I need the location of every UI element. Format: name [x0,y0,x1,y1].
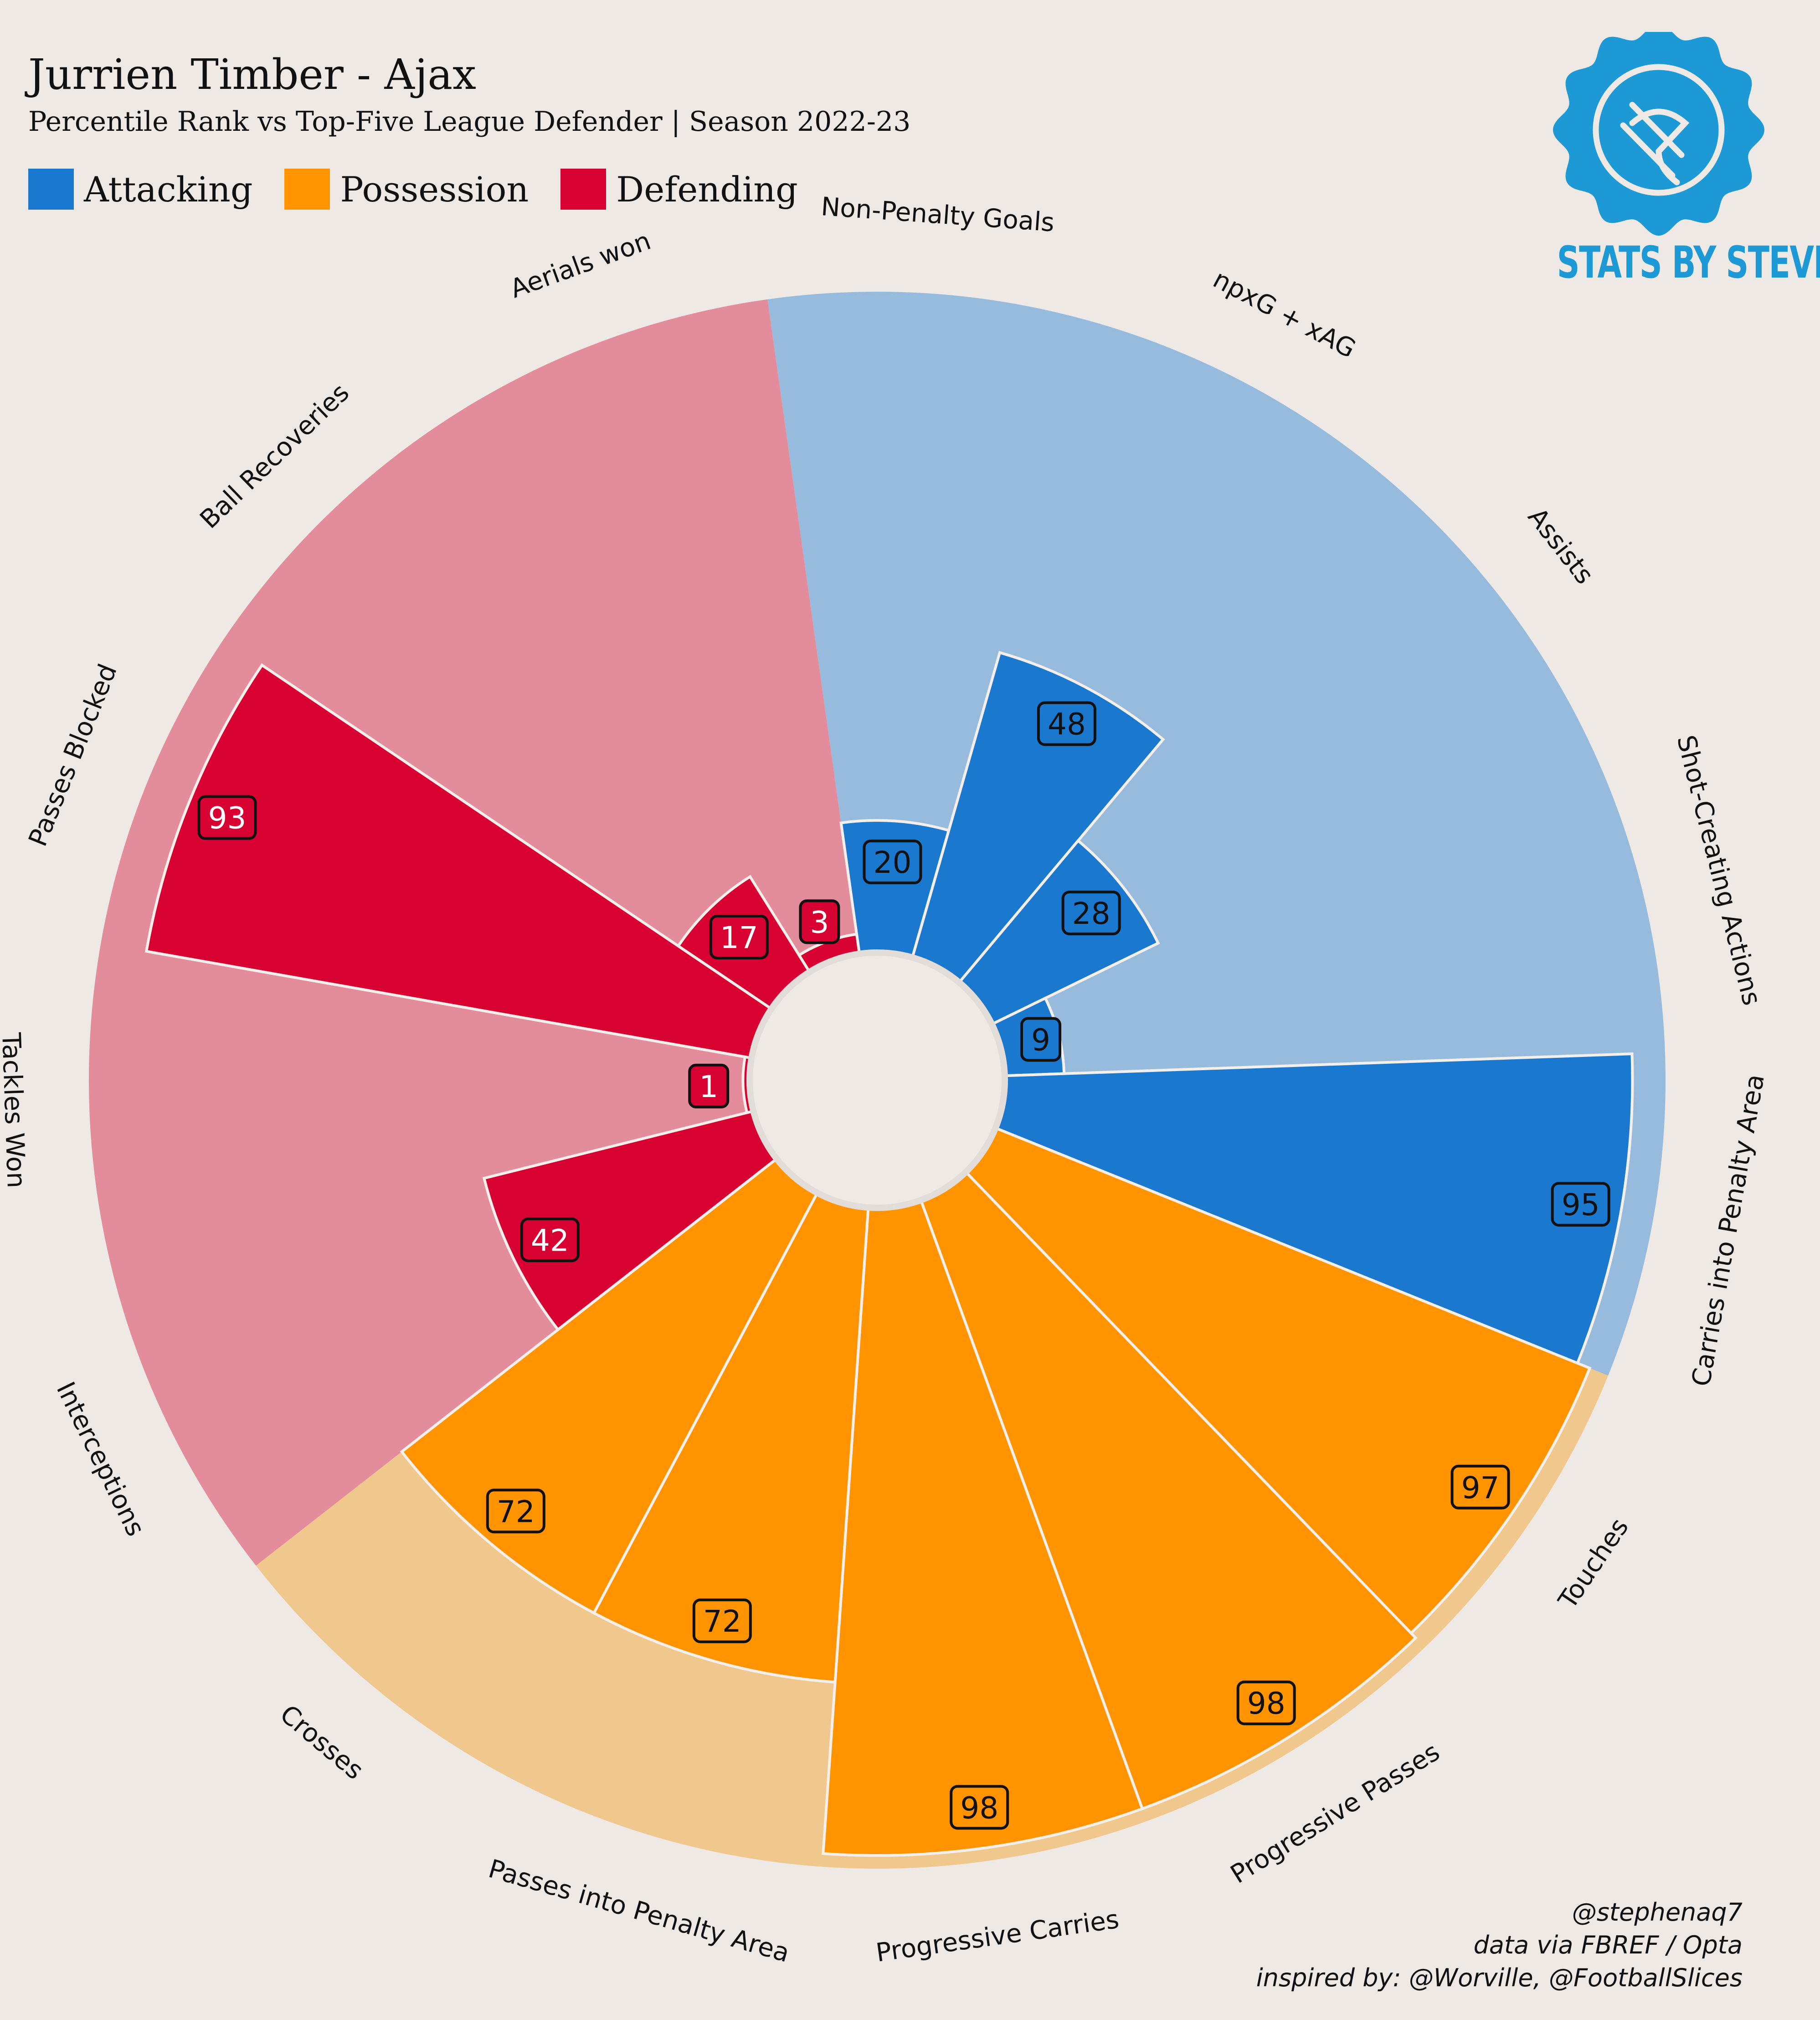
chart-subtitle: Percentile Rank vs Top-Five League Defen… [28,106,911,138]
logo-mark [1593,64,1725,196]
value-label-text: 42 [531,1223,569,1258]
value-label-progressive-passes: 98 [1236,1680,1296,1726]
value-label-box [950,1785,1009,1830]
category-label-carries-into-penalty-area: Carries into Penalty Area [1686,1072,1771,1389]
value-label-shot-creating-actions: 9 [1020,1017,1062,1062]
value-label-box [486,1489,545,1534]
value-label-text: 20 [873,845,911,880]
value-label-text: 72 [703,1604,741,1639]
value-label-ball-recoveries: 17 [709,915,769,960]
value-label-text: 98 [960,1790,998,1825]
value-label-crosses: 72 [486,1489,545,1534]
value-label-text: 48 [1048,707,1086,742]
value-label-box [799,899,840,944]
value-label-tackles-won: 1 [688,1063,730,1108]
value-label-non-penalty-goals: 20 [863,840,922,885]
category-label-npxg-xag: npxG + xAG [1208,264,1360,364]
legend-swatch-defending [560,169,607,210]
value-label-box [709,915,769,960]
legend-item-possession: Possession [284,169,529,210]
legend-item-attacking: Attacking [28,169,252,210]
value-label-text: 9 [1031,1022,1050,1057]
value-label-box [1020,1017,1062,1062]
center-hole [746,949,1008,1211]
category-label-touches: Touches [1553,1513,1635,1614]
legend: Attacking Possession Defending [28,169,798,210]
value-label-text: 97 [1461,1470,1500,1505]
value-label-box [1037,701,1096,746]
value-label-progressive-carries: 98 [950,1785,1009,1830]
value-label-box [1551,1182,1610,1227]
value-label-box [692,1598,752,1644]
value-labels: 20 48 28 9 95 97 98 98 72 72 42 1 93 17 3 [197,701,1610,1830]
category-label-crosses: Crosses [274,1699,369,1785]
credit-inspiration: inspired by: @Worville, @FootballSlices [1256,1963,1743,1992]
value-label-text: 93 [208,801,247,836]
category-label-passes-blocked: Passes Blocked [23,660,123,850]
legend-label-possession: Possession [340,169,529,210]
category-label-ball-recoveries: Ball Recoveries [195,378,355,535]
credit-data-source: data via FBREF / Opta [1473,1931,1743,1959]
value-label-touches: 97 [1450,1464,1510,1510]
value-label-text: 98 [1247,1686,1285,1721]
value-label-text: 95 [1562,1187,1600,1222]
legend-item-defending: Defending [560,169,798,210]
logo-text: STATS BY STEVE [1557,237,1820,288]
value-label-box [688,1063,730,1108]
value-label-text: 1 [699,1069,718,1104]
category-label-passes-into-penalty-area: Passes into Penalty Area [485,1854,793,1968]
value-label-npxg-xag: 48 [1037,701,1096,746]
chart-title: Jurrien Timber - Ajax [28,50,477,99]
category-label-interceptions: Interceptions [51,1377,151,1541]
credits: @stephenaq7 data via FBREF / Opta inspir… [1105,1896,1743,1994]
value-label-box [197,795,257,840]
legend-label-defending: Defending [616,169,798,210]
value-label-box [1061,891,1121,936]
category-label-tackles-won: Tackles Won [0,1032,31,1189]
value-label-text: 28 [1072,896,1111,931]
stats-by-steve-badge-icon [1553,32,1764,236]
credit-handle: @stephenaq7 [1572,1898,1743,1927]
category-label-progressive-carries: Progressive Carries [874,1905,1121,1968]
value-label-box [1236,1680,1296,1726]
category-label-assists: Assists [1522,502,1599,590]
category-label-shot-creating-actions: Shot-Creating Actions [1671,732,1767,1009]
category-label-non-penalty-goals: Non-Penalty Goals [820,192,1055,238]
value-label-interceptions: 42 [520,1217,580,1262]
value-label-assists: 28 [1061,891,1121,936]
value-label-text: 17 [720,920,758,955]
value-label-box [520,1217,580,1262]
legend-swatch-possession [284,169,330,210]
legend-swatch-attacking [28,169,74,210]
value-label-passes-into-penalty-area: 72 [692,1598,752,1644]
value-label-aerials-won: 3 [799,899,840,944]
legend-label-attacking: Attacking [84,169,253,210]
value-label-box [1450,1464,1510,1510]
category-label-aerials-won: Aerials won [506,226,655,304]
value-label-passes-blocked: 93 [197,795,257,840]
value-label-box [863,840,922,885]
value-label-text: 3 [810,905,829,940]
value-label-carries-into-penalty-area: 95 [1551,1182,1610,1227]
value-label-text: 72 [497,1494,535,1529]
